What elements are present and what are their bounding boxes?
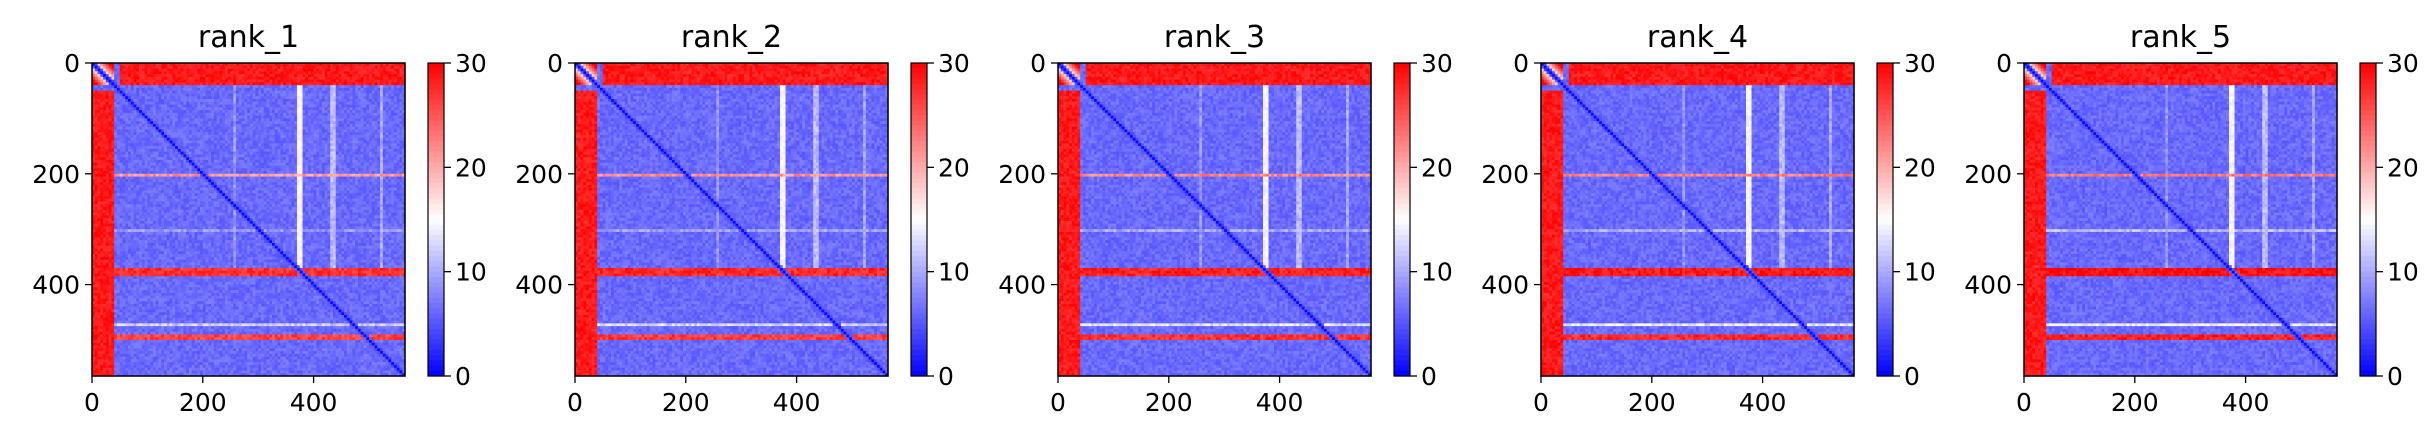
heatmap-cells	[92, 63, 406, 377]
panel-title: rank_1	[198, 20, 299, 55]
